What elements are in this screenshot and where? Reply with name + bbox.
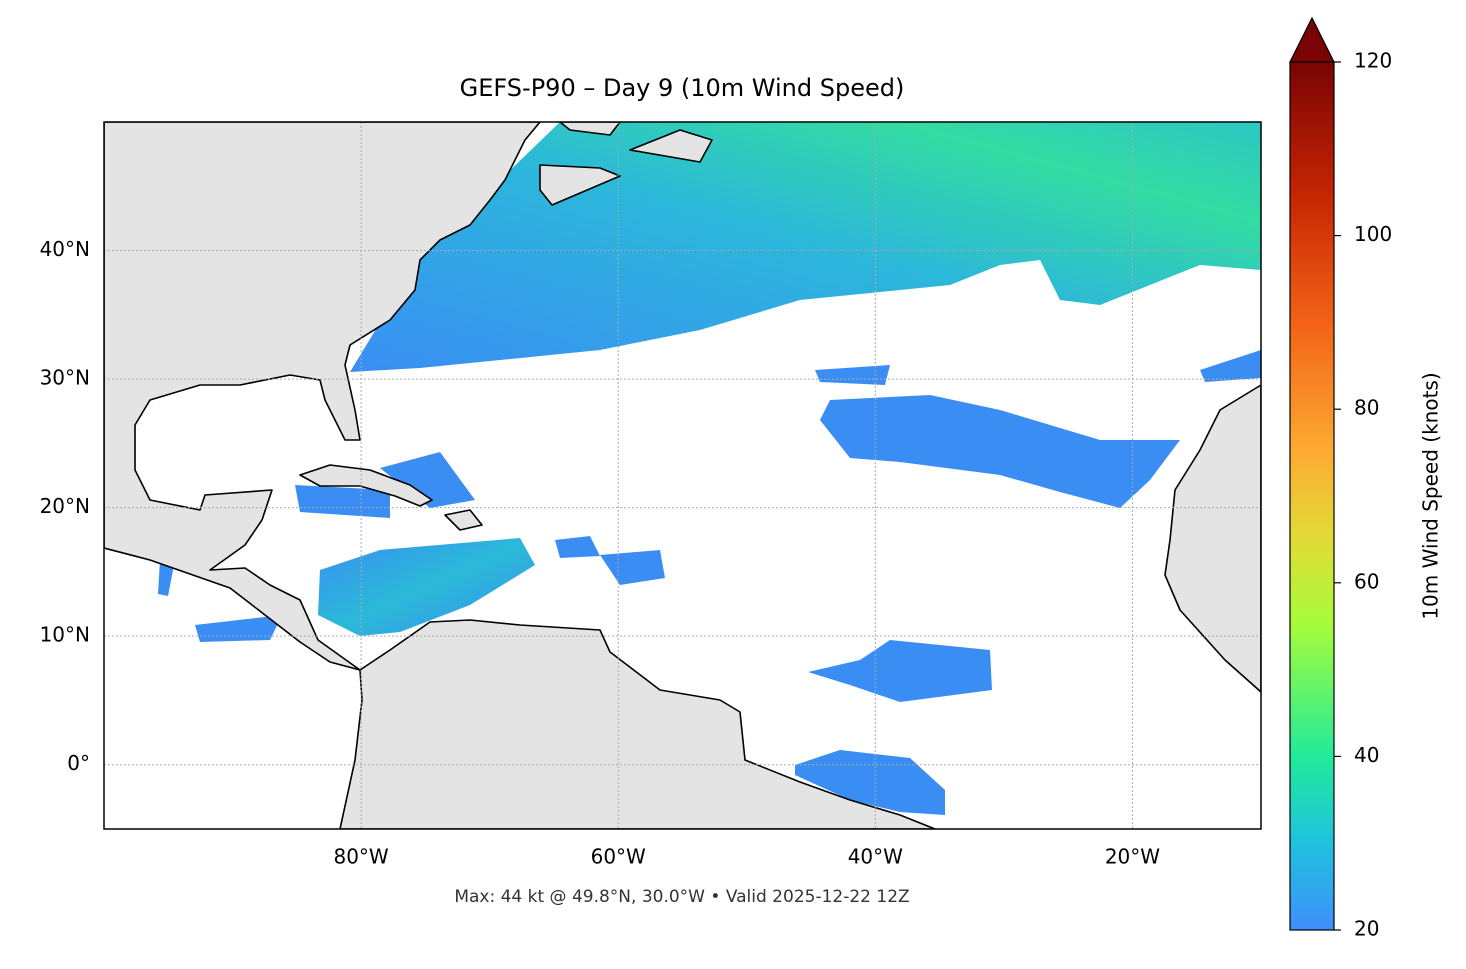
land — [629, 129, 713, 163]
land — [559, 122, 621, 136]
chart-title: GEFS-P90 – Day 9 (10m Wind Speed) — [460, 74, 905, 102]
footnote: Max: 44 kt @ 49.8°N, 30.0°W • Valid 2025… — [454, 887, 909, 907]
colorbar-tick-label: 100 — [1354, 222, 1392, 246]
x-tick-label: 40°W — [848, 845, 903, 869]
wind-field — [158, 560, 175, 596]
wind-field — [295, 485, 390, 518]
wind-field — [195, 615, 282, 642]
y-tick-label: 40°N — [40, 237, 90, 261]
colorbar-tick-label: 20 — [1354, 917, 1379, 941]
colorbar-tick-label: 60 — [1354, 569, 1379, 593]
wind-field — [380, 452, 475, 508]
colorbar — [1289, 61, 1335, 931]
x-tick-label: 80°W — [333, 845, 388, 869]
map — [104, 122, 1261, 829]
y-tick-label: 20°N — [40, 494, 90, 518]
y-tick-label: 0° — [67, 751, 90, 775]
wind-field — [600, 550, 665, 585]
x-tick-label: 20°W — [1105, 845, 1160, 869]
grid — [104, 122, 1261, 829]
colorbar-label: 10m Wind Speed (knots) — [1419, 372, 1443, 619]
land — [539, 164, 621, 206]
x-tick-label: 60°W — [591, 845, 646, 869]
y-tick-label: 30°N — [40, 366, 90, 390]
wind-field — [795, 750, 945, 815]
colorbar-tick-label: 80 — [1354, 396, 1379, 420]
wind-field — [318, 538, 535, 636]
colorbar-extend — [1289, 16, 1335, 63]
land — [1164, 384, 1261, 693]
land — [104, 122, 541, 671]
colorbar-tick-label: 120 — [1354, 49, 1392, 73]
land — [339, 619, 936, 829]
wind-field — [808, 640, 992, 702]
wind-field — [555, 536, 600, 558]
wind-field — [820, 395, 1180, 508]
colorbar-tick-label: 40 — [1354, 743, 1379, 767]
wind-field — [815, 365, 890, 385]
land — [444, 509, 483, 531]
plot-frame — [103, 121, 1262, 830]
land — [299, 464, 433, 507]
wind-field — [1200, 350, 1261, 382]
y-tick-label: 10°N — [40, 623, 90, 647]
